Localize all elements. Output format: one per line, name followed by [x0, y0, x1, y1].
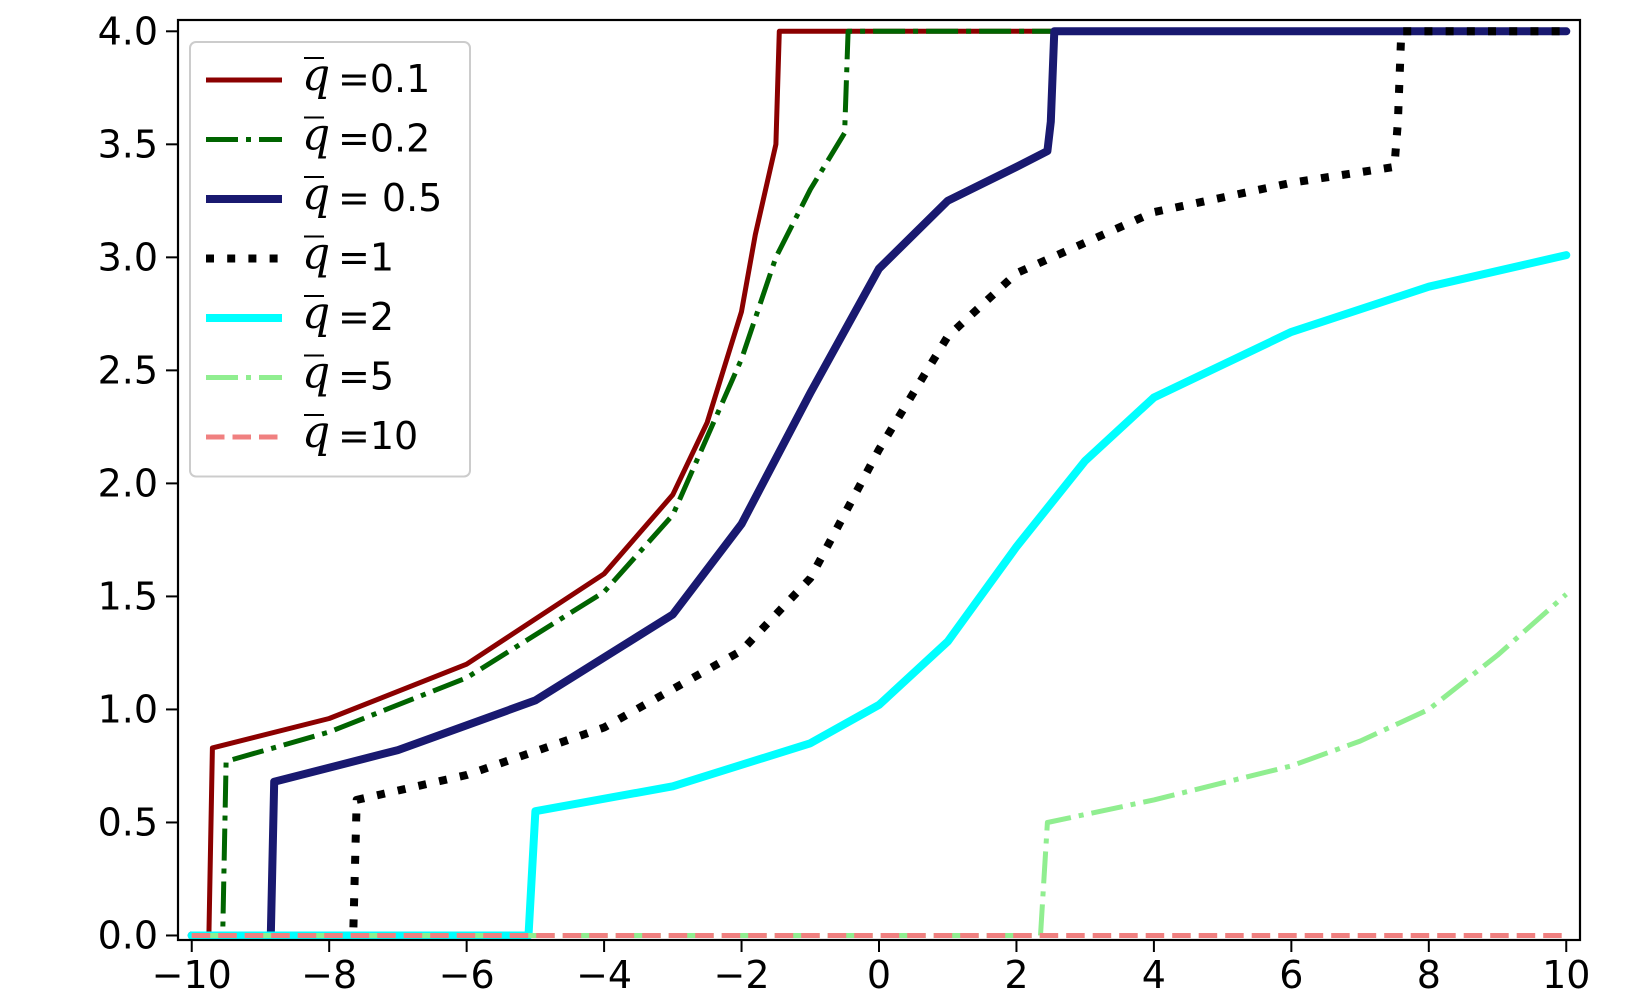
legend-box [189, 41, 471, 478]
legend-label: = 0.5 [338, 176, 442, 220]
x-tick-label: −10 [152, 953, 232, 997]
y-tick-label: 0.0 [98, 913, 158, 957]
x-tick-label: 2 [1004, 953, 1028, 997]
series-line-3 [187, 27, 1571, 940]
legend-label: =2 [338, 295, 394, 339]
legend: q =0.1q =0.2q = 0.5q =1q =2q =5q =10 [189, 41, 471, 478]
y-tick-label: 0.5 [98, 800, 158, 844]
y-tick-label: 1.5 [98, 574, 158, 618]
y-tick-label: 3.5 [98, 122, 158, 166]
x-tick-label: −8 [301, 953, 357, 997]
x-tick-label: 0 [867, 953, 891, 997]
x-tick-label: 8 [1417, 953, 1441, 997]
series-line-1 [189, 28, 1569, 938]
plot-frame [176, 18, 1582, 942]
y-tick-label: 3.0 [98, 235, 158, 279]
x-tick-label: −2 [714, 953, 770, 997]
series-line-4 [191, 27, 1567, 940]
series-line-6 [191, 592, 1568, 938]
x-tick-label: −4 [576, 953, 632, 997]
legend-label: =5 [338, 355, 394, 399]
y-tick-label: 1.0 [98, 687, 158, 731]
series-line-5 [187, 251, 1571, 940]
legend-label: =0.1 [338, 57, 430, 101]
x-tick-label: −6 [439, 953, 495, 997]
series-line-2 [191, 28, 1567, 938]
series-layer [187, 27, 1571, 940]
x-tick-label: 6 [1279, 953, 1303, 997]
x-tick-label: 10 [1542, 953, 1590, 997]
y-tick-label: 2.5 [98, 348, 158, 392]
y-tick-label: 2.0 [98, 461, 158, 505]
legend-label: =1 [338, 236, 394, 280]
legend-label: =0.2 [338, 117, 430, 161]
legend-label: =10 [338, 414, 418, 458]
y-tick-label: 4.0 [98, 9, 158, 53]
tick-layer: −10 −8 −6 −4 −2 0 2 4 6 8 10 0.0 0.5 1.0 1.5 2.0 2.5 3.0 3… [98, 9, 1591, 997]
x-tick-label: 4 [1142, 953, 1166, 997]
